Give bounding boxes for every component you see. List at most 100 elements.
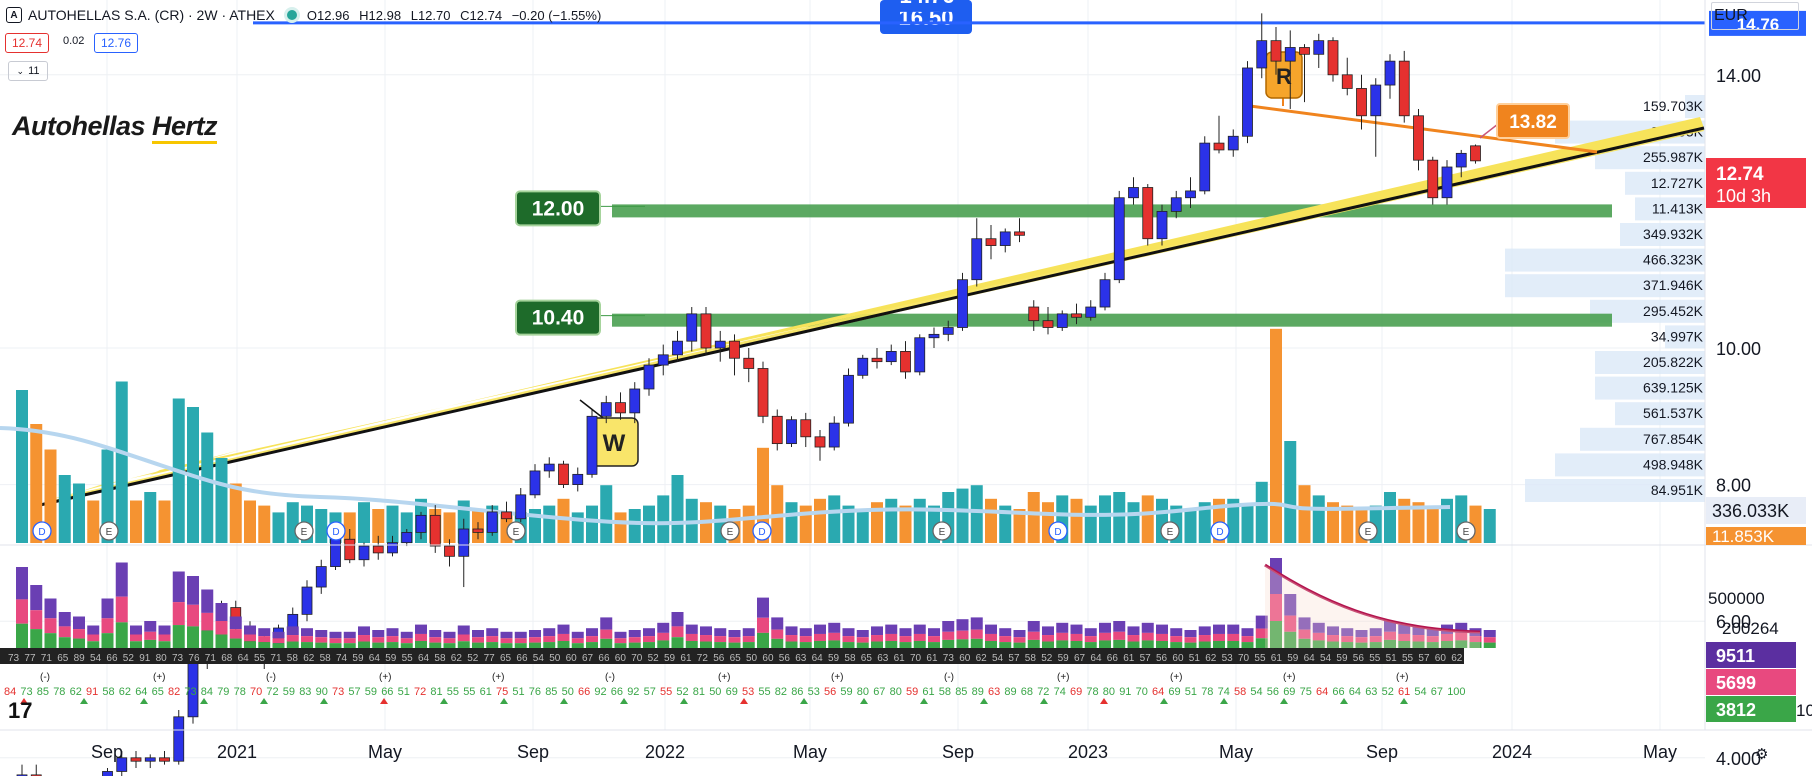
oscillator-bar-green — [187, 626, 199, 648]
stat-value: 92 — [594, 686, 606, 698]
chart-settings-icon[interactable]: ⚙ — [1755, 746, 1769, 763]
stat-value: 72 — [697, 653, 709, 664]
volume-profile-label: 255.987K — [1643, 149, 1704, 165]
oscillator-bar-purple — [58, 612, 71, 627]
oscillator-bar-green — [1355, 642, 1368, 648]
oscillator-bar-green — [101, 633, 114, 648]
candle-body — [971, 238, 983, 281]
volume-bar — [1127, 502, 1140, 543]
volume-bar — [101, 449, 114, 543]
x-tick-label: May — [1219, 742, 1253, 762]
x-tick-label: Sep — [1366, 742, 1398, 762]
stat-value: 68 — [1021, 686, 1033, 698]
event-marker — [752, 521, 772, 541]
oscillator-bar-purple — [885, 624, 898, 634]
candle-body — [1227, 135, 1239, 151]
candle-body — [1413, 115, 1424, 161]
price-callout-label: 13.82 — [1509, 112, 1557, 133]
spread-value: 0.02 — [63, 35, 85, 47]
candle-body — [900, 351, 911, 373]
oscillator-bar-pink — [600, 629, 613, 639]
volume-profile-bar — [1555, 453, 1705, 477]
candle-body — [1142, 187, 1154, 240]
stat-triangle — [1340, 698, 1348, 704]
stat-value: 63 — [988, 686, 1000, 698]
oscillator-bar-purple — [1042, 626, 1054, 636]
oscillator-bar-purple — [301, 628, 313, 637]
indicators-toggle-button[interactable]: ⌄ 11 — [8, 61, 48, 81]
candle-body — [486, 511, 498, 533]
wedge-band — [150, 117, 1704, 475]
volume-bar — [1141, 495, 1154, 543]
oscillator-bar-green — [115, 622, 128, 648]
oscillator-bar-purple — [1099, 622, 1111, 633]
change-value: −0.20 (−1.55%) — [511, 7, 602, 23]
stat-value: 73 — [943, 653, 955, 664]
candle-body — [757, 368, 769, 417]
oscillator-bar-pink — [685, 633, 698, 641]
oscillator-bar-green — [614, 643, 627, 648]
stat-triangle — [1400, 698, 1408, 704]
oscillator-bar-pink — [130, 634, 142, 642]
candle-body — [1156, 210, 1168, 240]
event-marker — [1048, 521, 1068, 541]
event-marker — [506, 521, 526, 541]
oscillator-bar-purple — [1241, 628, 1254, 637]
currency-selector[interactable]: EUR — [1711, 2, 1799, 30]
oscillator-bar-purple — [115, 562, 128, 597]
stat-value: 60 — [615, 653, 627, 664]
oscillator-bar-pink — [443, 638, 456, 644]
oscillator-bar-pink — [799, 636, 812, 643]
oscillator-bar-pink — [1084, 636, 1097, 643]
oscillator-bar-purple — [600, 617, 613, 630]
oscillator-bar-purple — [372, 630, 385, 638]
stat-value: 60 — [1172, 653, 1184, 664]
stat-marker: (+) — [1057, 672, 1070, 683]
oscillator-bar-purple — [928, 628, 940, 637]
stat-value: 69 — [1070, 686, 1082, 698]
oscillator-bar-pink — [814, 633, 826, 641]
candle-body — [1341, 74, 1353, 89]
bid-box[interactable]: 12.74 — [5, 33, 49, 53]
stat-value: 67 — [1074, 653, 1086, 664]
stat-value: 58 — [1025, 653, 1037, 664]
stat-value: 72 — [266, 686, 278, 698]
candle-body — [1427, 159, 1439, 199]
stat-value: 58 — [434, 653, 446, 664]
candle-body — [942, 327, 954, 335]
oscillator-bar-purple — [842, 628, 855, 637]
oscillator-bar-pink — [16, 599, 28, 624]
oscillator-bar-purple — [714, 628, 727, 637]
volume-bar — [386, 505, 399, 543]
brand-logo: Autohellas Hertz — [12, 111, 218, 144]
market-status-icon[interactable] — [286, 10, 297, 20]
volume-bar — [628, 509, 641, 543]
stat-value: 78 — [53, 686, 65, 698]
volume-bar — [215, 458, 228, 543]
stat-value: 61 — [480, 686, 492, 698]
event-marker — [99, 521, 119, 541]
event-marker — [326, 521, 346, 541]
volume-bar — [600, 485, 613, 543]
stat-value: 55 — [447, 686, 459, 698]
low-label: L — [410, 7, 418, 23]
oscillator-bar-pink — [742, 636, 755, 643]
stat-value: 73 — [172, 653, 184, 664]
event-marker-label: E — [1365, 527, 1372, 538]
volume-bar — [1255, 481, 1268, 543]
oscillator-bar-purple — [215, 603, 228, 621]
oscillator-bar-pink — [372, 637, 385, 643]
volume-bar — [543, 505, 556, 543]
stat-value: 62 — [303, 653, 315, 664]
stat-value: 62 — [1451, 653, 1463, 664]
oscillator-bar-purple — [343, 631, 356, 639]
open-label: O — [306, 7, 317, 23]
oscillator-bar-purple — [970, 617, 983, 630]
candle-body — [843, 374, 854, 424]
symbol-title[interactable]: AUTOHELLAS S.A. (CR) · 2W · ATHEX — [28, 7, 275, 23]
candle-body — [344, 538, 356, 561]
ask-box[interactable]: 12.76 — [94, 33, 138, 53]
stat-value: 57 — [1140, 653, 1152, 664]
